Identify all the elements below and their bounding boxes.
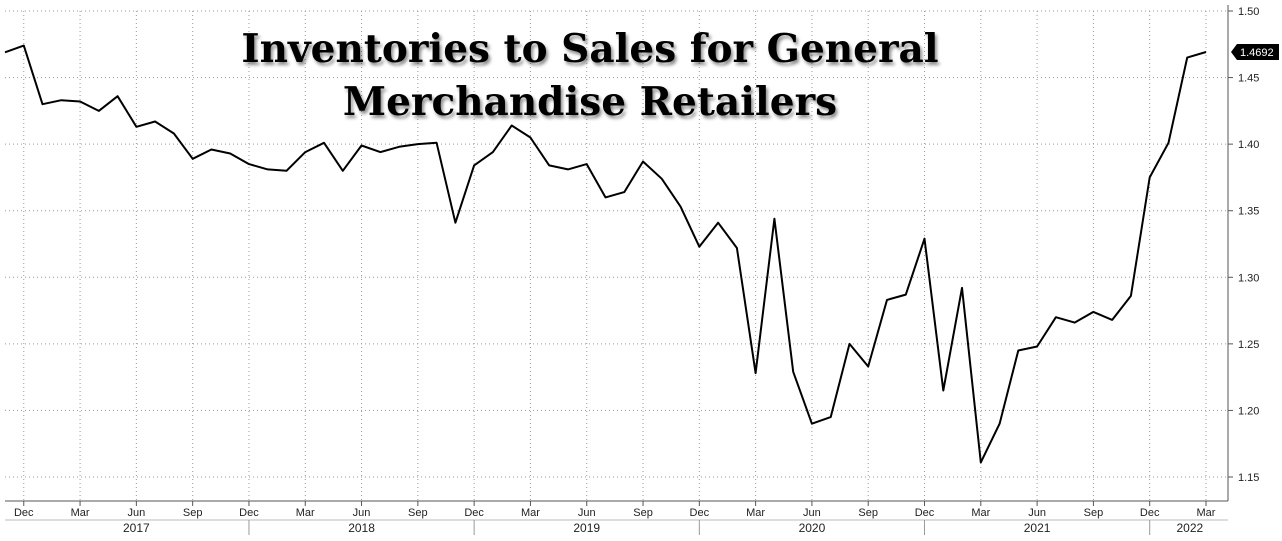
year-labels: 2017 2018 2019 2020 2021 2022 <box>123 520 1204 535</box>
y-tick-label: 1.45 <box>1238 73 1259 85</box>
year-label: 2021 <box>1024 521 1051 535</box>
gridlines <box>5 10 1228 501</box>
y-tick-label: 1.20 <box>1238 405 1259 417</box>
x-tick-label: Dec <box>239 507 259 519</box>
last-value-label-bg <box>1231 44 1279 61</box>
last-value-marker: 1.4692 <box>1231 44 1279 61</box>
x-tick-label: Jun <box>578 507 596 519</box>
y-tick-label: 1.30 <box>1238 272 1259 284</box>
x-tick-label: Mar <box>1197 507 1216 519</box>
x-tick-label: Dec <box>464 507 484 519</box>
x-tick-label: Sep <box>1084 507 1104 519</box>
x-tick-label: Mar <box>521 507 540 519</box>
x-tick-label: Dec <box>14 507 34 519</box>
x-tick-label: Mar <box>971 507 990 519</box>
x-tick-label: Mar <box>71 507 90 519</box>
year-label: 2022 <box>1177 521 1204 535</box>
year-label: 2017 <box>123 521 150 535</box>
y-tick-label: 1.50 <box>1238 6 1259 18</box>
x-tick-label: Dec <box>915 507 935 519</box>
chart-title-line-1: Inventories to Sales for General <box>241 26 938 72</box>
x-tick-label: Sep <box>408 507 428 519</box>
x-tick-label: Mar <box>296 507 315 519</box>
x-tick-label: Sep <box>858 507 878 519</box>
year-label: 2019 <box>573 521 600 535</box>
y-tick-label: 1.40 <box>1238 139 1259 151</box>
year-label: 2020 <box>799 521 826 535</box>
chart-title-line-2: Merchandise Retailers <box>343 79 837 125</box>
x-tick-label: Sep <box>183 507 203 519</box>
year-label: 2018 <box>348 521 375 535</box>
y-tick-label: 1.15 <box>1238 472 1259 484</box>
y-axis-ticks: 1.15 1.20 1.25 1.30 1.35 1.40 1.45 1.50 <box>1228 6 1259 484</box>
x-tick-label: Jun <box>127 507 145 519</box>
x-tick-label: Dec <box>1140 507 1160 519</box>
series-line <box>4 44 1207 464</box>
x-tick-label: Jun <box>1028 507 1046 519</box>
last-value-label: 1.4692 <box>1240 47 1274 59</box>
x-tick-label: Sep <box>633 507 653 519</box>
y-tick-label: 1.25 <box>1238 339 1259 351</box>
y-tick-label: 1.35 <box>1238 206 1259 218</box>
x-tick-label: Jun <box>353 507 371 519</box>
x-tick-label: Jun <box>803 507 821 519</box>
x-axis-ticks: Dec Mar Jun Sep Dec Mar Jun Sep Dec Mar Jun Sep Dec M… <box>14 501 1216 519</box>
x-tick-label: Mar <box>746 507 765 519</box>
x-tick-label: Dec <box>690 507 710 519</box>
